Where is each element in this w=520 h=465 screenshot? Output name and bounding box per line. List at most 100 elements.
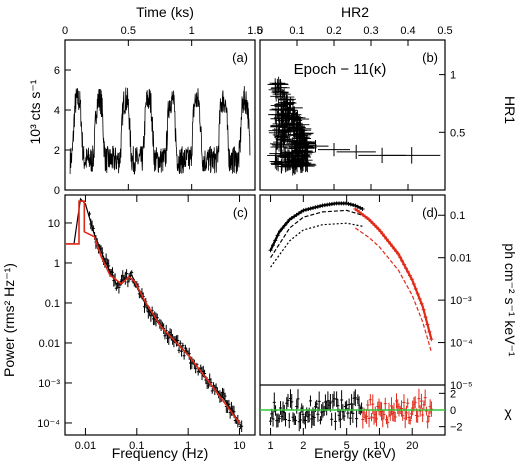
residual-tick-label: 2 [450, 388, 456, 400]
residual-point [284, 412, 288, 427]
time-tick-label: 1 [189, 25, 195, 37]
hr-point [268, 110, 287, 119]
residual-point [419, 393, 423, 409]
spectrum-datapoint [303, 207, 308, 212]
hr2-tick-label: 0.3 [363, 25, 378, 37]
spectrum-series-3 [354, 208, 433, 340]
power-tick-label: 1 [54, 258, 60, 270]
spectrum-datapoint [411, 281, 416, 286]
residual-point [426, 415, 430, 429]
spectrum-datapoint [380, 231, 385, 236]
hr-point [271, 118, 287, 135]
spectrum-datapoint [360, 207, 365, 212]
spectrum-datapoint [289, 216, 294, 221]
residual-point [338, 410, 342, 429]
spectrum-datapoint [423, 315, 428, 320]
frequency-tick-label: 0.01 [75, 440, 96, 452]
energy-tick-label: 1 [267, 440, 273, 452]
residual-point [424, 406, 428, 416]
hr-point [295, 147, 302, 160]
residual-point [347, 398, 351, 411]
countrate-tick-label: 2 [54, 145, 60, 157]
residual-point [389, 397, 393, 415]
residual-point [368, 394, 372, 406]
time-axis-title: Time (ks) [136, 4, 194, 20]
spectrum-datapoint [425, 322, 430, 327]
spectrum-datapoint [370, 221, 375, 226]
panel-a-frame [64, 39, 256, 191]
flux-tick-label: 0.1 [450, 210, 465, 222]
residual-point [429, 401, 433, 417]
power-datapoint [181, 342, 185, 349]
panel-a-lightcurve [69, 86, 251, 175]
spectrum-datapoint [388, 241, 393, 246]
panel-d-frame [259, 194, 446, 436]
residual-point [315, 399, 319, 409]
spectrum-datapoint [282, 223, 287, 228]
hr-point [276, 131, 291, 148]
panel-d-residuals [260, 388, 445, 432]
panel-d-energy-spectrum [268, 201, 434, 353]
power-tick-label: 0.01 [39, 338, 60, 350]
power-datapoint [125, 269, 129, 278]
residual-point [404, 405, 408, 421]
residual-point [427, 410, 431, 422]
hr-point [272, 86, 280, 99]
frequency-tick-label: 10 [233, 440, 245, 452]
frequency-tick-label: 1 [185, 440, 191, 452]
spectrum-datapoint [270, 243, 275, 248]
residual-point [271, 411, 275, 427]
residual-point [333, 412, 337, 431]
energy-tick-label: 5 [344, 440, 350, 452]
hr-point [279, 150, 293, 159]
spectrum-datapoint [382, 234, 387, 239]
hr-point [268, 76, 289, 93]
hr2-tick-label: 0.5 [437, 25, 452, 37]
hr1-tick-label: 0.5 [450, 127, 465, 139]
power-tick-label: 10 [48, 218, 60, 230]
residual-point [322, 405, 326, 416]
spectrum-series-2 [270, 222, 363, 268]
residual-point [382, 410, 386, 419]
power-model-red [65, 200, 241, 424]
spectrum-datapoint [273, 238, 278, 243]
time-tick-label: 1.5 [247, 25, 262, 37]
panel-c-power-spectrum [65, 197, 244, 432]
spectrum-datapoint [392, 246, 397, 251]
residual-point [383, 397, 387, 410]
residual-point [406, 398, 410, 408]
hr-point [275, 100, 295, 107]
spectrum-datapoint [277, 229, 282, 234]
power-datapoint [206, 383, 210, 389]
hr-point [278, 106, 299, 125]
spectrum-datapoint [386, 239, 391, 244]
hr2-tick-label: 0.1 [289, 25, 304, 37]
residual-point [370, 413, 374, 422]
energy-tick-label: 2 [300, 440, 306, 452]
hr-tail-point [336, 144, 376, 160]
frequency-axis-title: Frequency (Hz) [112, 445, 208, 461]
residual-point [340, 390, 344, 410]
residual-point [413, 396, 417, 409]
residual-point [393, 412, 397, 422]
panel-b-tag: (b) [422, 50, 438, 65]
hr-point [293, 129, 312, 141]
residual-point [388, 409, 392, 421]
spectrum-datapoint [280, 226, 285, 231]
power-datapoint [178, 340, 182, 346]
residual-point [272, 392, 276, 413]
lightcurve-line [69, 86, 251, 175]
spectrum-datapoint [390, 244, 395, 249]
spectrum-datapoint [308, 206, 313, 211]
hr-point [271, 79, 288, 89]
residual-point [351, 403, 355, 423]
hr-point [302, 147, 310, 163]
spectrum-datapoint [366, 217, 371, 222]
spectrum-series-1 [270, 209, 363, 259]
power-axis-title: Power (rms² Hz⁻¹) [1, 263, 17, 377]
hr-point [297, 135, 316, 151]
flux-tick-label: 0.01 [450, 253, 471, 265]
spectrum-datapoint [398, 255, 403, 260]
spectrum-datapoint [353, 203, 358, 208]
